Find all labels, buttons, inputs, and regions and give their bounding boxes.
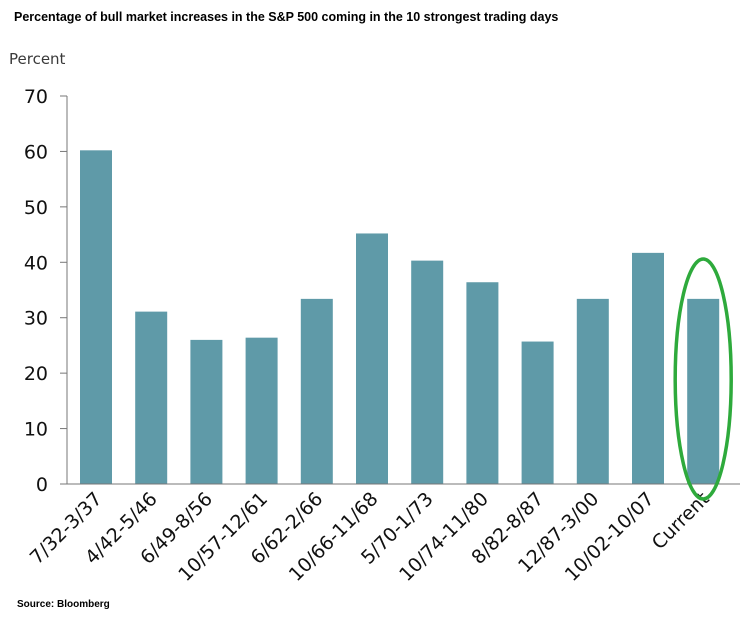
bar — [521, 341, 554, 484]
y-tick-label: 60 — [24, 141, 48, 163]
bar — [687, 298, 720, 484]
bar — [411, 260, 444, 484]
y-axis-label: Percent — [9, 50, 66, 68]
y-axis: 0 10 20 30 40 50 60 70 — [24, 86, 68, 496]
bar — [466, 282, 499, 484]
bar — [135, 311, 168, 484]
y-tick-label: 50 — [24, 197, 48, 219]
chart-title: Percentage of bull market increases in t… — [14, 10, 559, 24]
bar — [576, 298, 609, 484]
bar — [245, 337, 278, 484]
y-tick-label: 70 — [24, 86, 48, 108]
highlight-ellipse — [673, 257, 733, 501]
bar — [190, 339, 223, 484]
highlight — [673, 257, 733, 501]
bar — [356, 233, 388, 484]
x-axis: 7/32-3/374/42-5/466/49-8/5610/57-12/616/… — [26, 483, 740, 586]
y-tick-label: 20 — [24, 363, 48, 385]
bar — [300, 298, 333, 484]
bar — [80, 150, 112, 484]
source-note: Source: Bloomberg — [17, 599, 110, 610]
y-tick-label: 40 — [24, 252, 48, 274]
y-tick-label: 30 — [24, 308, 48, 330]
bars — [80, 150, 720, 484]
y-tick-label: 0 — [36, 474, 48, 496]
bar — [632, 252, 664, 484]
y-tick-label: 10 — [24, 419, 48, 441]
